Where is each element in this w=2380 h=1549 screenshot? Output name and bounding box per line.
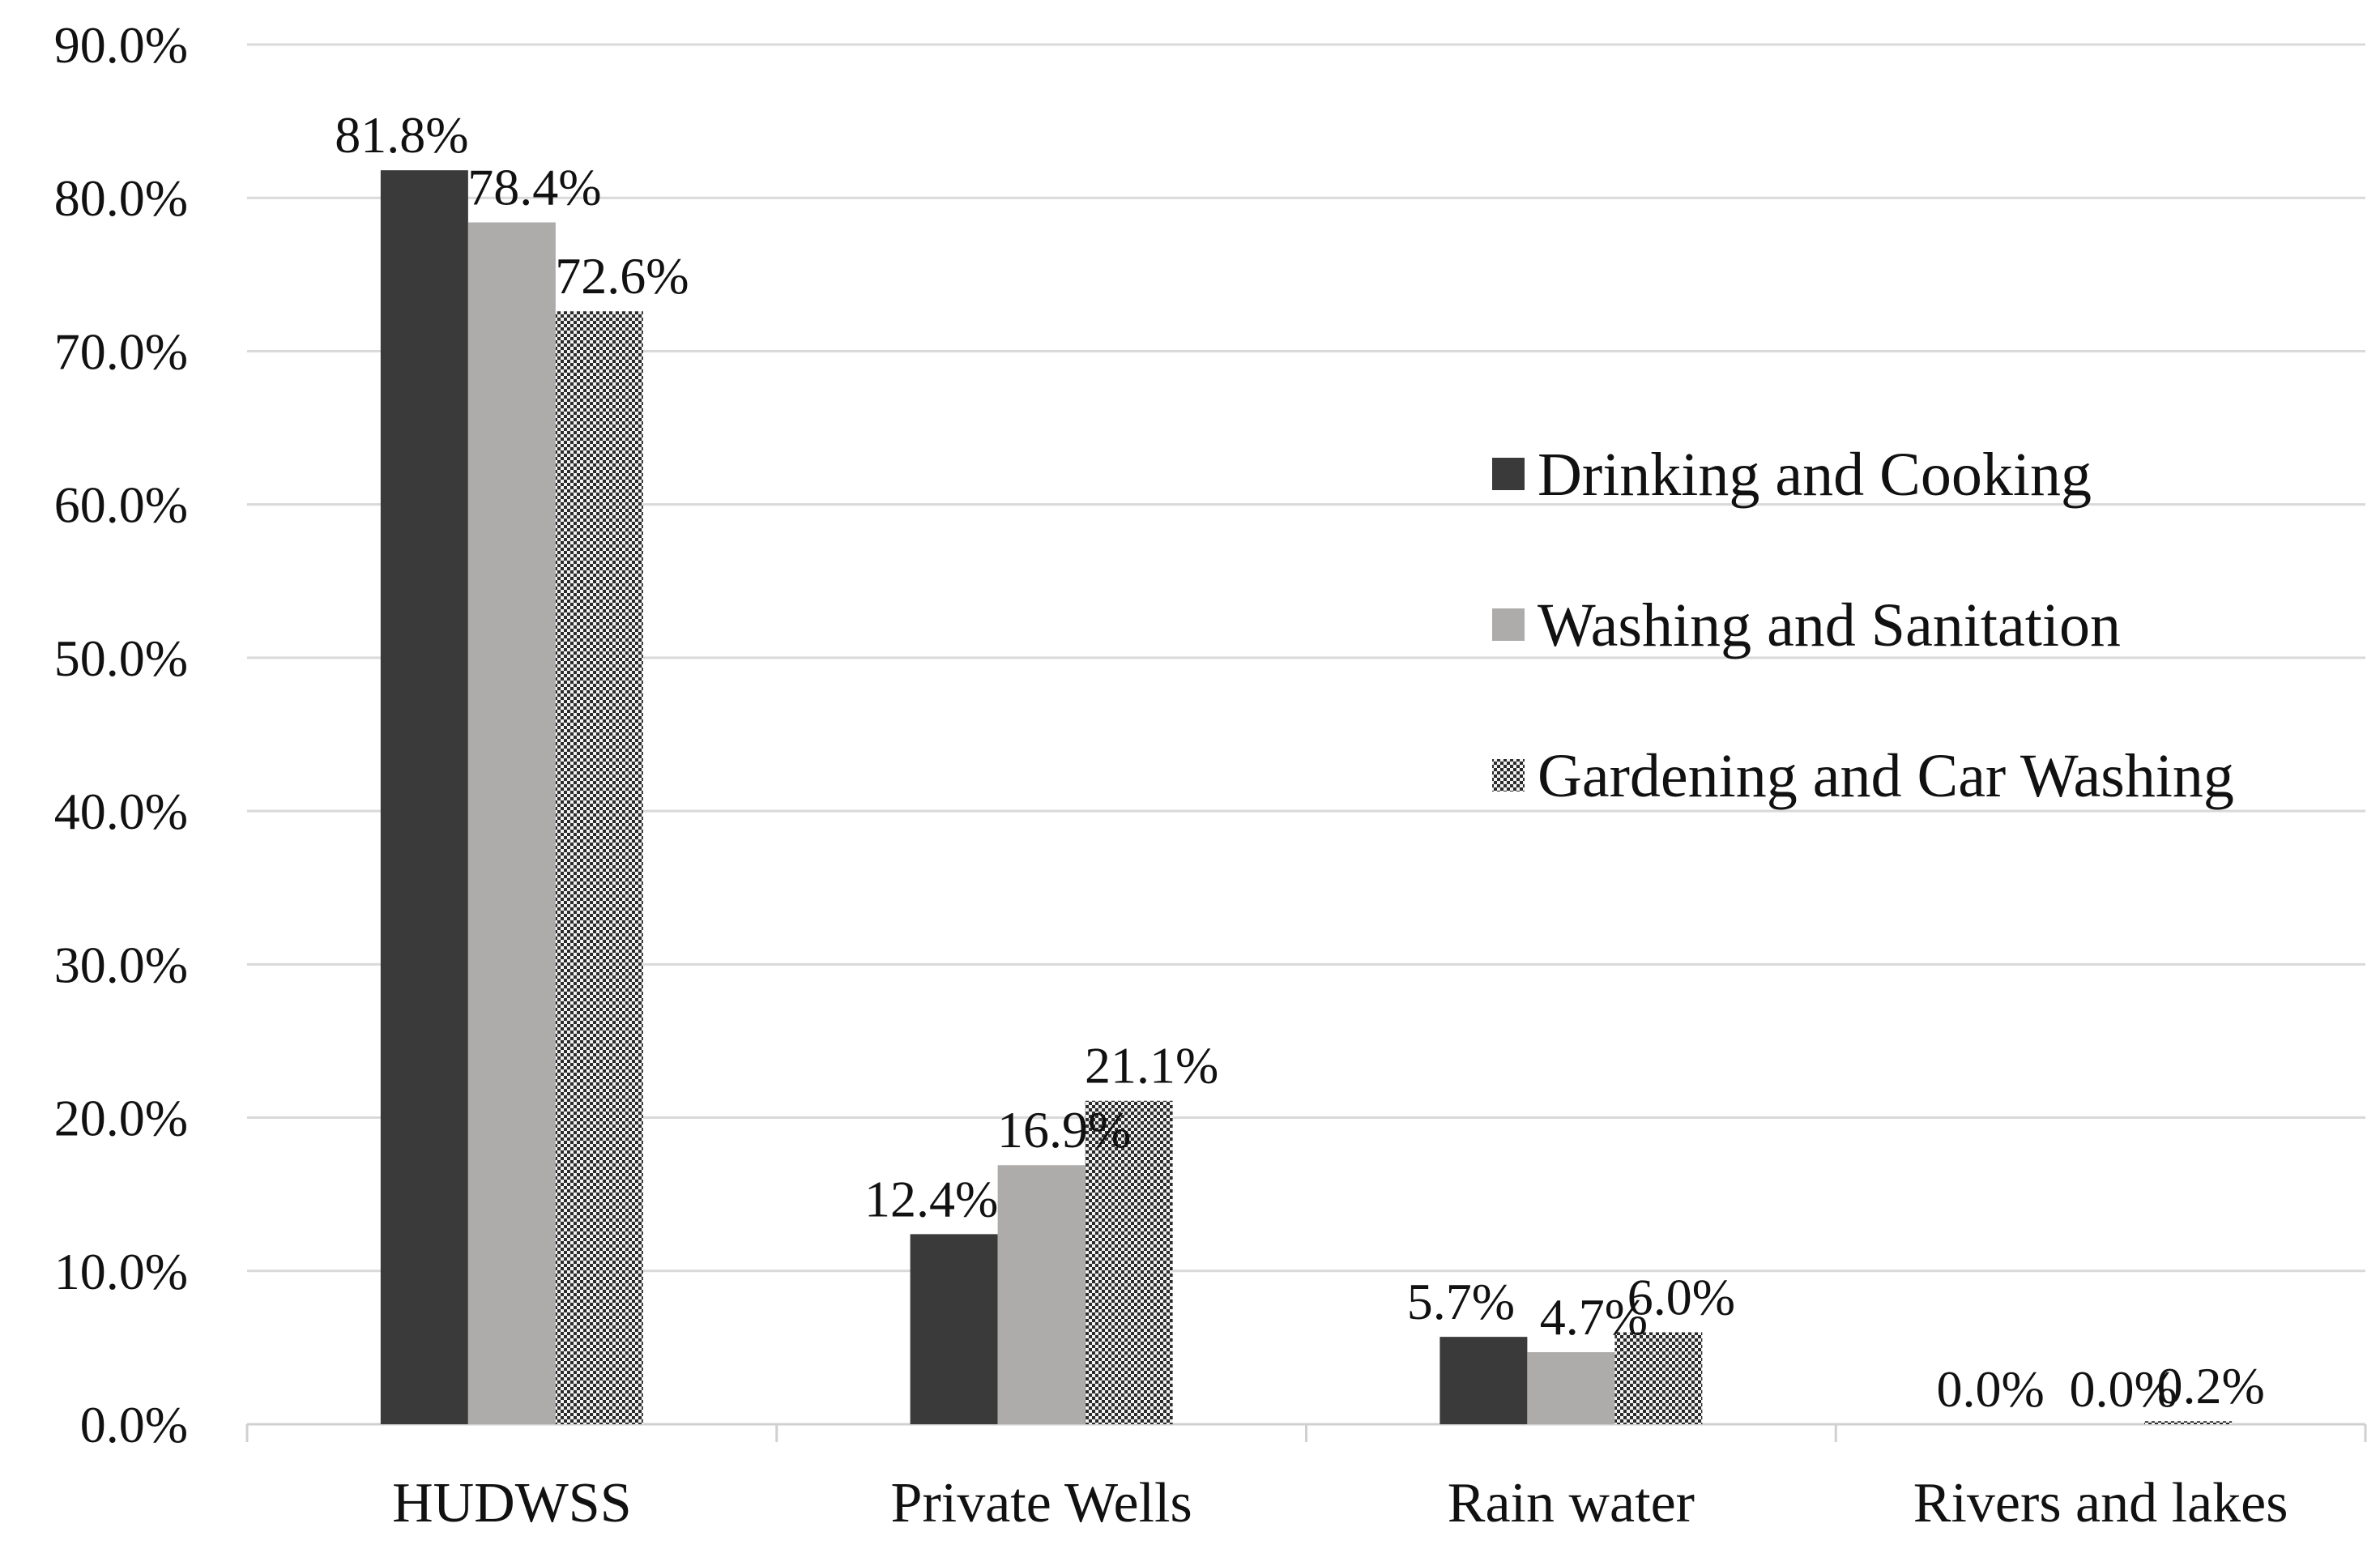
- legend-label: Drinking and Cooking: [1538, 441, 2092, 509]
- legend-swatch: [1492, 759, 1525, 792]
- y-tick-label: 20.0%: [54, 1090, 188, 1147]
- legend: Drinking and Cooking Washing and Sanitati…: [1492, 441, 2234, 810]
- data-label: 21.1%: [1085, 1037, 1218, 1095]
- bar: [467, 222, 556, 1424]
- bar: [1085, 1100, 1173, 1424]
- data-label: 0.0%: [1936, 1360, 2044, 1418]
- data-label: 0.0%: [2069, 1360, 2177, 1418]
- category-label: Private Wells: [891, 1472, 1192, 1534]
- legend-swatch: [1492, 608, 1525, 641]
- bar: [1614, 1332, 1703, 1424]
- y-tick-label: 10.0%: [54, 1243, 188, 1300]
- data-label: 5.7%: [1407, 1273, 1515, 1330]
- y-tick-label: 80.0%: [54, 169, 188, 227]
- data-label: 72.6%: [555, 247, 689, 305]
- bar: [1527, 1352, 1615, 1424]
- data-label: 81.8%: [335, 106, 468, 164]
- bar: [910, 1234, 998, 1424]
- data-label: 78.4%: [467, 158, 601, 215]
- bar: [1440, 1337, 1528, 1424]
- data-label: 4.7%: [1540, 1288, 1648, 1346]
- x-axis-categories: HUDWSS Private Wells Rain water Rivers and …: [392, 1472, 2288, 1534]
- y-tick-label: 30.0%: [54, 936, 188, 993]
- category-label: HUDWSS: [392, 1472, 632, 1534]
- y-axis-ticks: 0.0% 10.0% 20.0% 30.0% 40.0% 50.0% 60.0% 70.0% 8…: [54, 16, 188, 1453]
- legend-label: Washing and Sanitation: [1538, 591, 2121, 659]
- data-labels: 81.8%78.4% 72.6% 12.4% 16.9% 21.1% 5.7% 4.7%6.…: [335, 106, 2265, 1418]
- bar: [2144, 1421, 2233, 1424]
- data-label: 12.4%: [864, 1170, 998, 1227]
- category-label: Rain water: [1448, 1472, 1695, 1534]
- y-tick-label: 0.0%: [80, 1396, 188, 1453]
- data-label: 16.9%: [997, 1101, 1131, 1159]
- category-label: Rivers and lakes: [1913, 1472, 2288, 1534]
- y-tick-label: 40.0%: [54, 783, 188, 840]
- y-tick-label: 70.0%: [54, 322, 188, 380]
- bars: [380, 170, 2233, 1424]
- y-tick-label: 90.0%: [54, 16, 188, 74]
- y-tick-label: 60.0%: [54, 476, 188, 534]
- legend-swatch: [1492, 458, 1525, 490]
- data-label: 0.2%: [2156, 1357, 2264, 1415]
- bar: [997, 1165, 1086, 1424]
- data-label: 6.0%: [1627, 1268, 1735, 1325]
- bar: [380, 170, 468, 1424]
- y-tick-label: 50.0%: [54, 629, 188, 687]
- legend-label: Gardening and Car Washing: [1538, 742, 2234, 810]
- bar: [555, 311, 643, 1424]
